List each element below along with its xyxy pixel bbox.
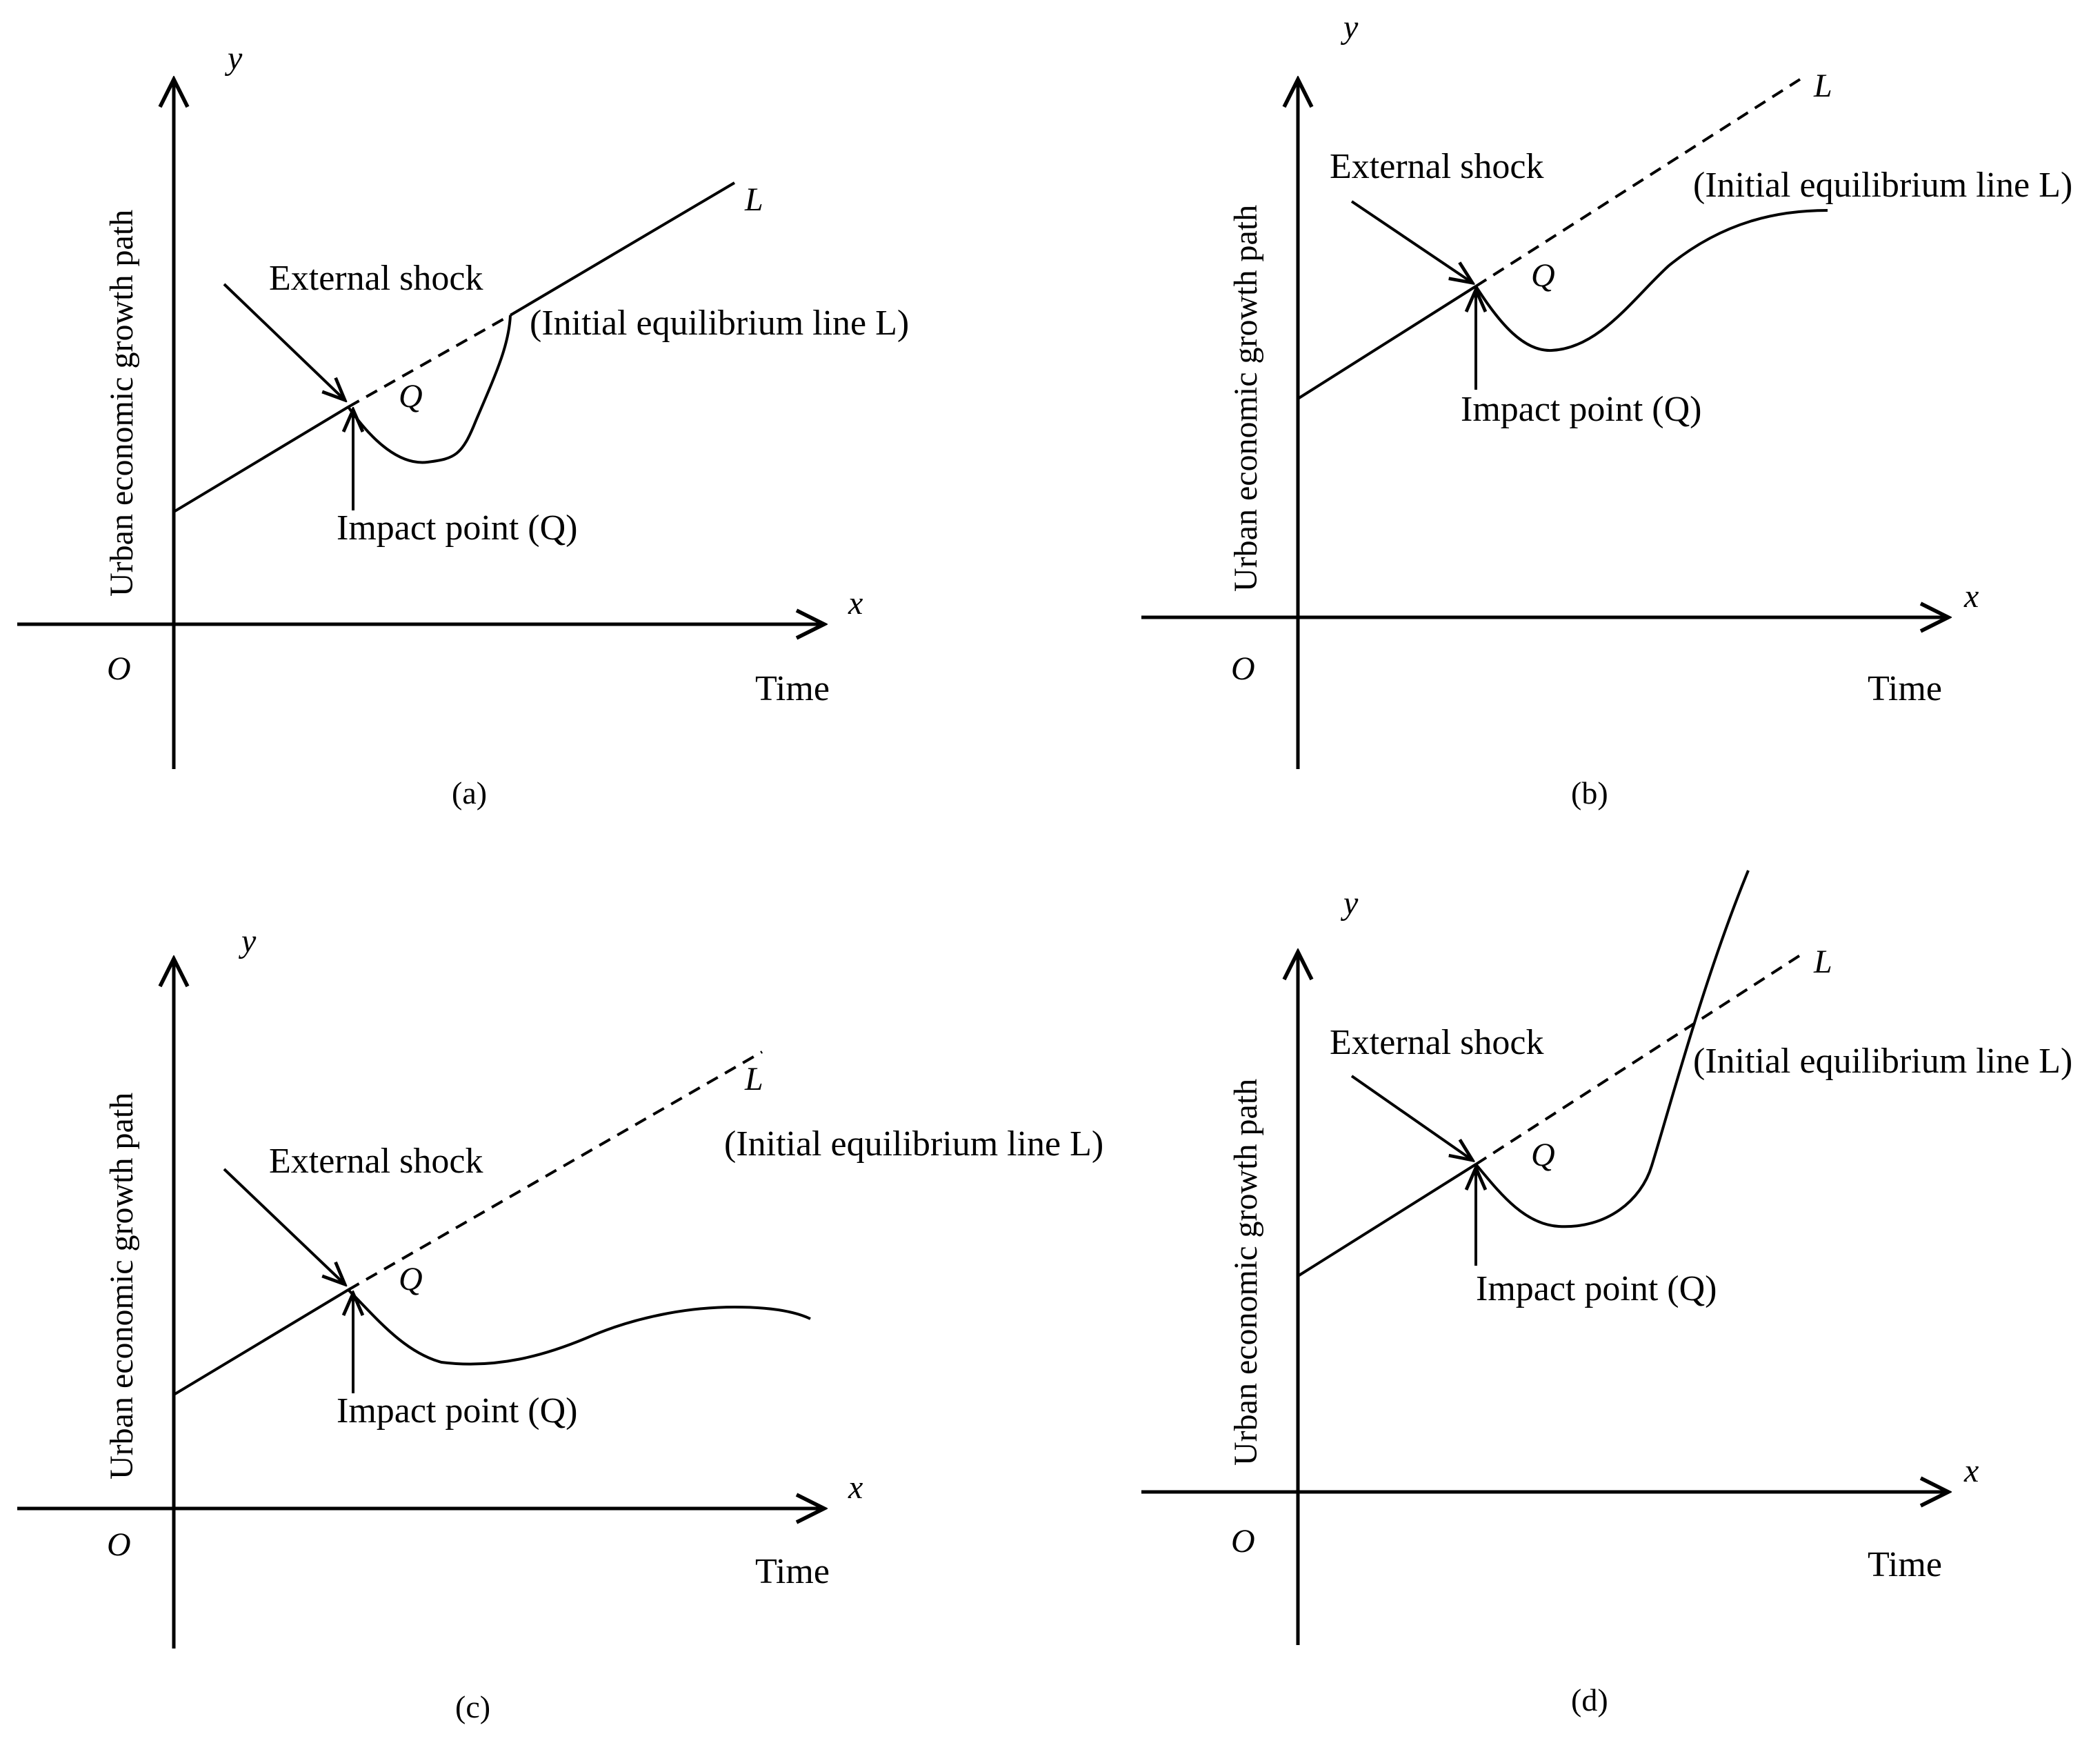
equilibrium-label: (Initial equilibrium line L) bbox=[530, 303, 909, 343]
y-axis-label: Urban economic growth path bbox=[103, 210, 140, 597]
panel-caption: (d) bbox=[1571, 1682, 1608, 1717]
y-axis-label: Urban economic growth path bbox=[1228, 1079, 1264, 1466]
q-label: Q bbox=[399, 378, 423, 415]
external-shock-label: External shock bbox=[1330, 147, 1543, 186]
panel-caption: (c) bbox=[455, 1689, 490, 1724]
growth-path-before-shock bbox=[172, 1288, 350, 1396]
x-axis-letter: x bbox=[1963, 1453, 1979, 1489]
origin-label: O bbox=[107, 1526, 131, 1563]
external-shock-label: External shock bbox=[269, 259, 483, 298]
y-axis-label: Urban economic growth path bbox=[1228, 205, 1264, 592]
y-axis-label: Urban economic growth path bbox=[103, 1093, 140, 1480]
panel-a: y x O Time Urban economic growth path Ex… bbox=[17, 40, 909, 810]
impact-point-label: Impact point (Q) bbox=[1476, 1269, 1717, 1308]
origin-label: O bbox=[1231, 1523, 1255, 1560]
equilibrium-line-dashed bbox=[1474, 954, 1801, 1166]
growth-path-before-shock bbox=[172, 406, 350, 513]
impact-point-label: Impact point (Q) bbox=[337, 508, 577, 548]
external-shock-arrow bbox=[223, 283, 345, 400]
time-label: Time bbox=[1868, 1545, 1942, 1584]
shock-path bbox=[347, 1288, 811, 1366]
line-L-label: L bbox=[744, 181, 763, 218]
x-axis-letter: x bbox=[1963, 578, 1979, 615]
equilibrium-line-L bbox=[509, 181, 736, 317]
q-label: Q bbox=[1531, 257, 1555, 294]
impact-point-label: Impact point (Q) bbox=[337, 1391, 577, 1431]
line-L-label: L bbox=[1813, 68, 1832, 104]
impact-point-label: Impact point (Q) bbox=[1461, 390, 1701, 429]
y-axis-letter: y bbox=[224, 40, 243, 77]
x-axis-letter: x bbox=[848, 585, 863, 621]
equilibrium-label: (Initial equilibrium line L) bbox=[1693, 166, 2072, 205]
equilibrium-line-dashed bbox=[348, 314, 511, 408]
origin-label: O bbox=[107, 650, 131, 687]
equilibrium-line-dashed bbox=[1474, 78, 1801, 288]
growth-path-before-shock bbox=[1297, 285, 1477, 400]
shock-path bbox=[1474, 209, 1828, 352]
shock-path bbox=[1474, 870, 1750, 1228]
q-label: Q bbox=[399, 1261, 423, 1297]
y-axis-letter: y bbox=[1340, 9, 1359, 46]
origin-label: O bbox=[1231, 650, 1255, 687]
panel-caption: (a) bbox=[452, 775, 487, 810]
time-label: Time bbox=[755, 669, 830, 708]
panel-b: y x O Time Urban economic growth path Ex… bbox=[1141, 9, 2072, 810]
growth-path-before-shock bbox=[1297, 1163, 1477, 1277]
shock-path bbox=[347, 315, 512, 464]
line-L-label: L bbox=[744, 1061, 763, 1097]
equilibrium-label: (Initial equilibrium line L) bbox=[1693, 1042, 2072, 1081]
external-shock-arrow bbox=[1350, 1075, 1472, 1160]
time-label: Time bbox=[755, 1552, 830, 1591]
x-axis-letter: x bbox=[848, 1469, 863, 1506]
external-shock-label: External shock bbox=[1330, 1023, 1543, 1062]
equilibrium-line-dashed bbox=[348, 1050, 763, 1291]
q-label: Q bbox=[1531, 1137, 1555, 1173]
external-shock-arrow bbox=[223, 1168, 345, 1284]
external-shock-label: External shock bbox=[269, 1142, 483, 1181]
panel-caption: (b) bbox=[1571, 775, 1608, 810]
panel-c: y x O Time Urban economic growth path Ex… bbox=[17, 923, 1103, 1724]
panel-d: y x O Time Urban economic growth path Ex… bbox=[1141, 870, 2072, 1717]
equilibrium-label: (Initial equilibrium line L) bbox=[724, 1124, 1103, 1164]
y-axis-letter: y bbox=[1340, 885, 1359, 922]
external-shock-arrow bbox=[1350, 200, 1472, 283]
y-axis-letter: y bbox=[238, 923, 257, 959]
time-label: Time bbox=[1868, 669, 1942, 708]
line-L-label: L bbox=[1813, 944, 1832, 980]
